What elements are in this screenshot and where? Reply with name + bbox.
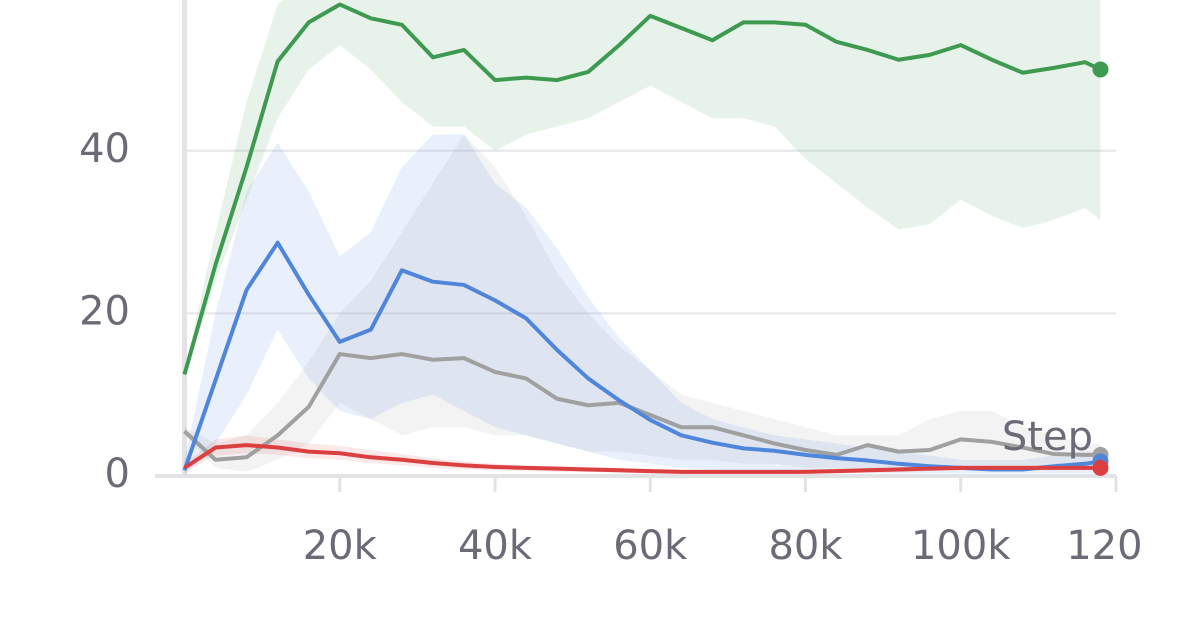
x-axis-title: Step [1002,414,1093,460]
x-tick-label: 40k [458,523,533,569]
x-tick-label: 80k [768,523,843,569]
x-tick-label: 60k [613,523,688,569]
series-line [183,443,1101,474]
confidence-band [184,134,1101,472]
end-marker [1092,61,1109,78]
series-line [182,2,1102,375]
y-tick-label: 40 [79,126,130,172]
x-tick-label: 120k [1066,523,1140,569]
x-tick-label: 100k [911,523,1011,569]
confidence-band [184,134,1101,477]
series-line [183,352,1101,462]
y-tick-label: 0 [105,451,130,497]
chart: 0 20 40 60 20k 40k 60k 80k 100k 120k Step [79,0,1140,569]
confidence-band [184,0,1101,379]
x-tick-label: 20k [303,523,378,569]
confidence-band [184,435,1101,474]
y-tick-label: 20 [79,288,130,334]
end-marker [1092,459,1109,476]
y-tick-label: 60 [79,0,130,9]
